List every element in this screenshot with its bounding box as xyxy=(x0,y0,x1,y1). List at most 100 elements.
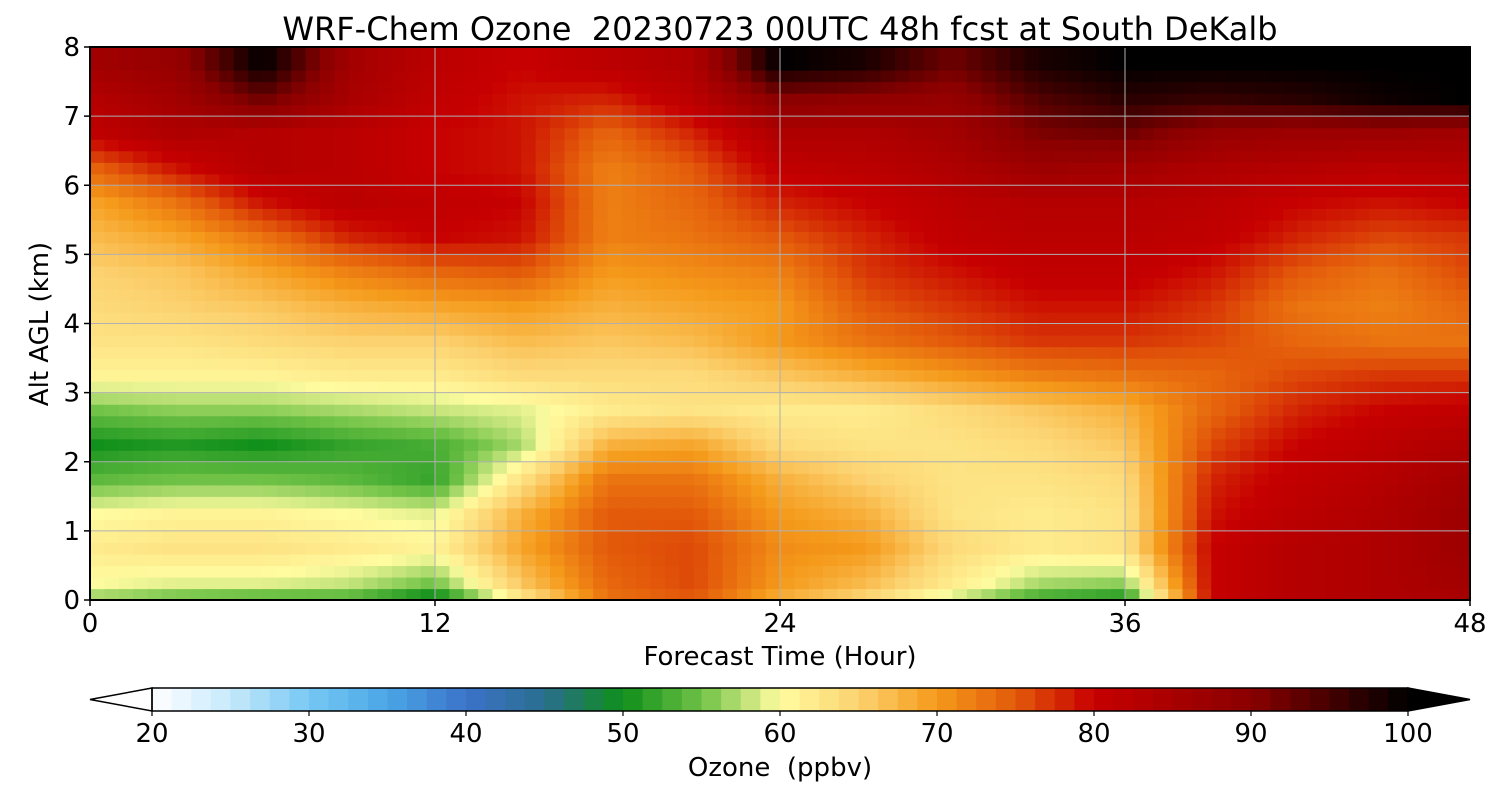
field-cell xyxy=(1168,438,1184,451)
field-cell xyxy=(1225,162,1241,175)
field-cell xyxy=(621,450,637,463)
field-cell xyxy=(1153,219,1169,232)
field-cell xyxy=(578,553,594,567)
field-cell xyxy=(679,404,695,417)
field-cell xyxy=(262,415,278,428)
field-cell xyxy=(550,438,565,451)
field-cell xyxy=(636,81,652,94)
field-cell xyxy=(1311,185,1327,198)
field-cell xyxy=(176,427,192,440)
field-cell xyxy=(1326,473,1342,486)
field-cell xyxy=(1096,47,1112,60)
field-cell xyxy=(190,81,206,94)
field-cell xyxy=(952,139,968,152)
field-cell xyxy=(593,208,609,221)
field-cell xyxy=(1383,288,1399,302)
field-cell xyxy=(492,104,508,117)
field-cell xyxy=(147,450,163,463)
field-cell xyxy=(636,461,652,474)
field-cell xyxy=(1326,265,1342,279)
field-cell xyxy=(90,438,105,451)
field-cell xyxy=(1398,58,1414,71)
field-cell xyxy=(276,70,292,83)
field-cell xyxy=(650,58,666,71)
field-cell xyxy=(377,519,393,532)
field-cell xyxy=(1297,369,1313,382)
field-cell xyxy=(233,496,249,509)
field-cell xyxy=(880,484,896,497)
field-cell xyxy=(1038,93,1054,106)
field-cell xyxy=(1426,288,1442,302)
field-cell xyxy=(363,507,379,520)
field-cell xyxy=(449,116,465,129)
field-cell xyxy=(1153,70,1169,83)
field-cell xyxy=(1038,162,1054,175)
field-cell xyxy=(1067,300,1083,313)
colorbar-swatch xyxy=(701,688,722,711)
field-cell xyxy=(1326,496,1342,509)
field-cell xyxy=(708,196,724,209)
field-cell xyxy=(291,461,307,474)
field-cell xyxy=(435,139,450,152)
field-cell xyxy=(420,127,436,140)
field-cell xyxy=(1355,196,1370,209)
field-cell xyxy=(736,81,752,94)
field-cell xyxy=(550,70,565,83)
field-cell xyxy=(492,242,508,255)
field-cell xyxy=(693,162,709,175)
field-cell xyxy=(377,311,393,325)
field-cell xyxy=(564,323,580,336)
field-cell xyxy=(636,58,652,71)
field-cell xyxy=(1398,415,1414,428)
field-cell xyxy=(923,300,939,313)
field-cell xyxy=(1196,162,1212,175)
field-cell xyxy=(1067,323,1083,336)
field-cell xyxy=(320,116,335,129)
field-cell xyxy=(808,311,824,325)
field-cell xyxy=(291,530,307,543)
field-cell xyxy=(837,288,853,302)
field-cell xyxy=(1153,381,1169,394)
field-cell xyxy=(1398,93,1414,106)
field-cell xyxy=(708,265,724,279)
field-cell xyxy=(794,484,810,497)
field-cell xyxy=(1297,438,1313,451)
field-cell xyxy=(1268,93,1284,106)
field-cell xyxy=(593,58,609,71)
field-cell xyxy=(1038,438,1054,451)
field-cell xyxy=(751,185,767,198)
field-cell xyxy=(578,530,594,543)
field-cell xyxy=(1369,70,1385,83)
field-cell xyxy=(463,507,479,520)
field-cell xyxy=(808,277,824,290)
field-cell xyxy=(391,265,407,279)
field-cell xyxy=(1268,196,1284,209)
field-cell xyxy=(895,530,910,543)
field-cell xyxy=(578,70,594,83)
field-cell xyxy=(636,369,652,382)
field-cell xyxy=(837,219,853,232)
field-cell xyxy=(1225,461,1241,474)
field-cell xyxy=(794,369,810,382)
field-cell xyxy=(1139,288,1155,302)
field-cell xyxy=(866,427,882,440)
field-cell xyxy=(1383,127,1399,140)
field-cell xyxy=(334,358,350,371)
field-cell xyxy=(535,392,551,405)
field-cell xyxy=(1340,507,1356,520)
field-cell xyxy=(736,404,752,417)
field-cell xyxy=(1053,311,1069,325)
field-cell xyxy=(995,450,1011,463)
field-cell xyxy=(808,242,824,255)
field-cell xyxy=(1211,104,1227,117)
field-cell xyxy=(391,127,407,140)
field-cell xyxy=(1383,588,1399,600)
field-cell xyxy=(1311,173,1327,186)
field-cell xyxy=(808,392,824,405)
field-cell xyxy=(952,254,968,267)
field-cell xyxy=(90,392,105,405)
field-cell xyxy=(1225,369,1241,382)
field-cell xyxy=(938,254,954,267)
field-cell xyxy=(1081,323,1097,336)
field-cell xyxy=(133,173,149,186)
